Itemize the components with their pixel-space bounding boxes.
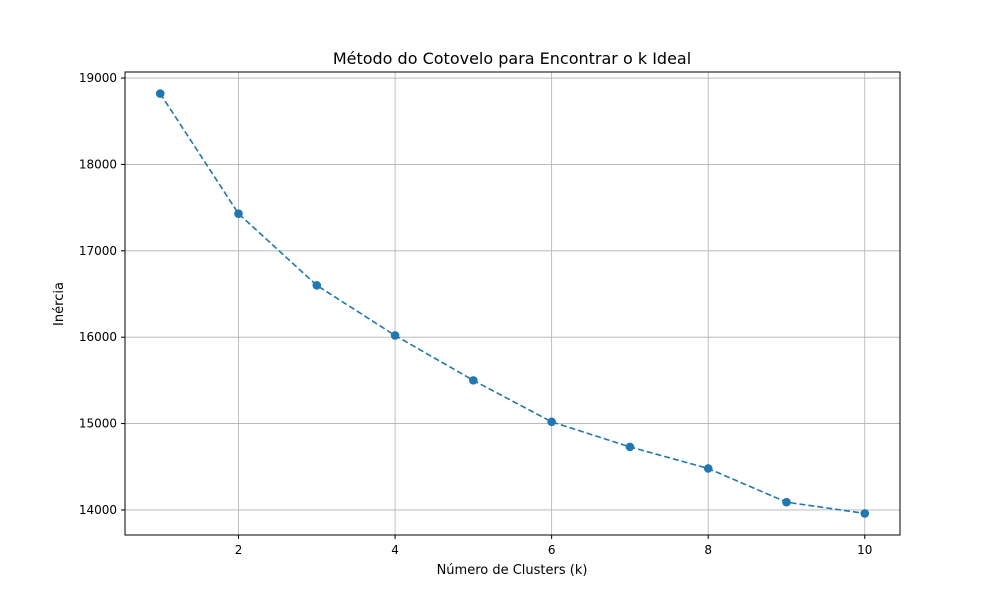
data-point xyxy=(547,417,556,427)
data-point xyxy=(469,376,478,385)
y-tick-label: 19000 xyxy=(79,71,117,85)
data-point xyxy=(860,509,870,518)
chart-title: Método do Cotovelo para Encontrar o k Id… xyxy=(333,49,691,68)
y-tick-label: 14000 xyxy=(79,503,117,517)
data-point xyxy=(703,464,713,473)
data-point xyxy=(782,497,791,507)
x-tick-label: 4 xyxy=(391,543,399,557)
data-point xyxy=(625,442,635,452)
x-tick-label: 10 xyxy=(857,543,872,557)
y-tick-label: 17000 xyxy=(79,244,117,258)
data-point xyxy=(312,281,322,290)
data-point xyxy=(155,89,165,98)
data-point xyxy=(234,209,243,218)
x-tick-label: 8 xyxy=(704,543,712,557)
series-layer xyxy=(155,89,870,518)
x-tick-label: 2 xyxy=(235,543,243,557)
plot-frame xyxy=(124,71,901,536)
x-axis-label: Número de Clusters (k) xyxy=(437,563,588,578)
y-tick-label: 18000 xyxy=(79,157,117,171)
x-tick-label: 6 xyxy=(548,543,556,557)
axis-ticks: 2 4 6 8 10 14000 15000 16000 17000 18000 19000 xyxy=(79,71,873,557)
grid xyxy=(125,72,900,535)
y-tick-label: 16000 xyxy=(79,330,117,344)
y-axis-label: Inércia xyxy=(52,282,67,326)
y-tick-label: 15000 xyxy=(79,417,117,431)
data-point xyxy=(390,331,400,340)
